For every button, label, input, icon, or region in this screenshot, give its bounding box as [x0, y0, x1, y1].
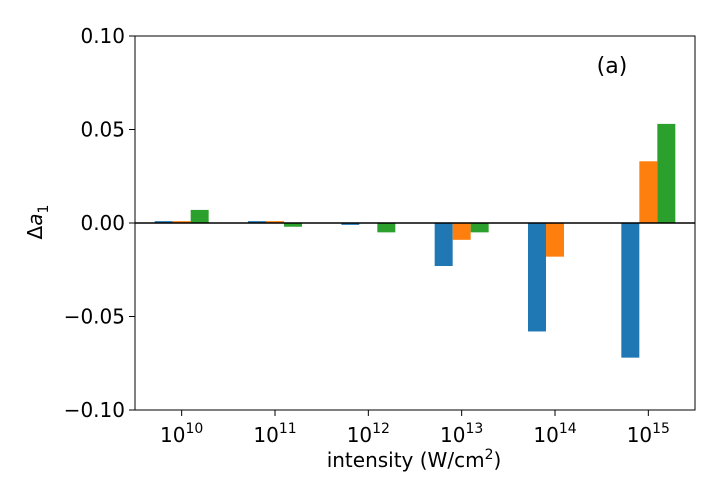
bar-series2-10^14	[546, 223, 564, 257]
bar-series1-10^13	[434, 223, 453, 267]
y-axis: −0.10 −0.05 0.00 0.05 0.10	[64, 24, 135, 422]
y-axis-label: Δa1	[23, 205, 52, 240]
panel-annotation: (a)	[597, 54, 628, 79]
bars-group	[154, 123, 676, 358]
y-tick-label: 0.05	[80, 118, 125, 142]
x-tick-label: 1012	[347, 421, 390, 447]
y-tick-label: −0.05	[64, 305, 125, 329]
bar-series3-10^13	[470, 223, 489, 233]
bar-series3-10^15	[657, 123, 676, 223]
x-axis: 1010 1011 1012 1013 1014 1015	[160, 410, 670, 447]
bar-series1-10^14	[528, 223, 546, 332]
bar-series1-10^10	[154, 221, 173, 223]
x-tick-label: 1011	[253, 421, 296, 447]
x-axis-label: intensity (W/cm2)	[327, 447, 502, 472]
y-tick-label: 0.10	[80, 24, 125, 48]
x-tick-label: 1014	[533, 421, 576, 447]
x-tick-label: 1015	[627, 421, 670, 447]
bar-series1-10^15	[621, 223, 640, 358]
bar-series2-10^10	[172, 221, 191, 223]
bar-series1-10^12	[341, 223, 360, 225]
bar-series1-10^11	[248, 221, 266, 223]
bar-series3-10^11	[284, 223, 302, 227]
bar-series3-10^12	[377, 223, 396, 233]
bar-series2-10^15	[639, 161, 658, 223]
x-tick-label: 1013	[440, 421, 483, 447]
bar-series2-10^11	[266, 221, 284, 223]
bar-series3-10^10	[190, 209, 209, 223]
bar-series2-10^13	[452, 223, 471, 240]
x-tick-label: 1010	[160, 421, 203, 447]
y-tick-label: −0.10	[64, 398, 125, 422]
y-tick-label: 0.00	[80, 211, 125, 235]
